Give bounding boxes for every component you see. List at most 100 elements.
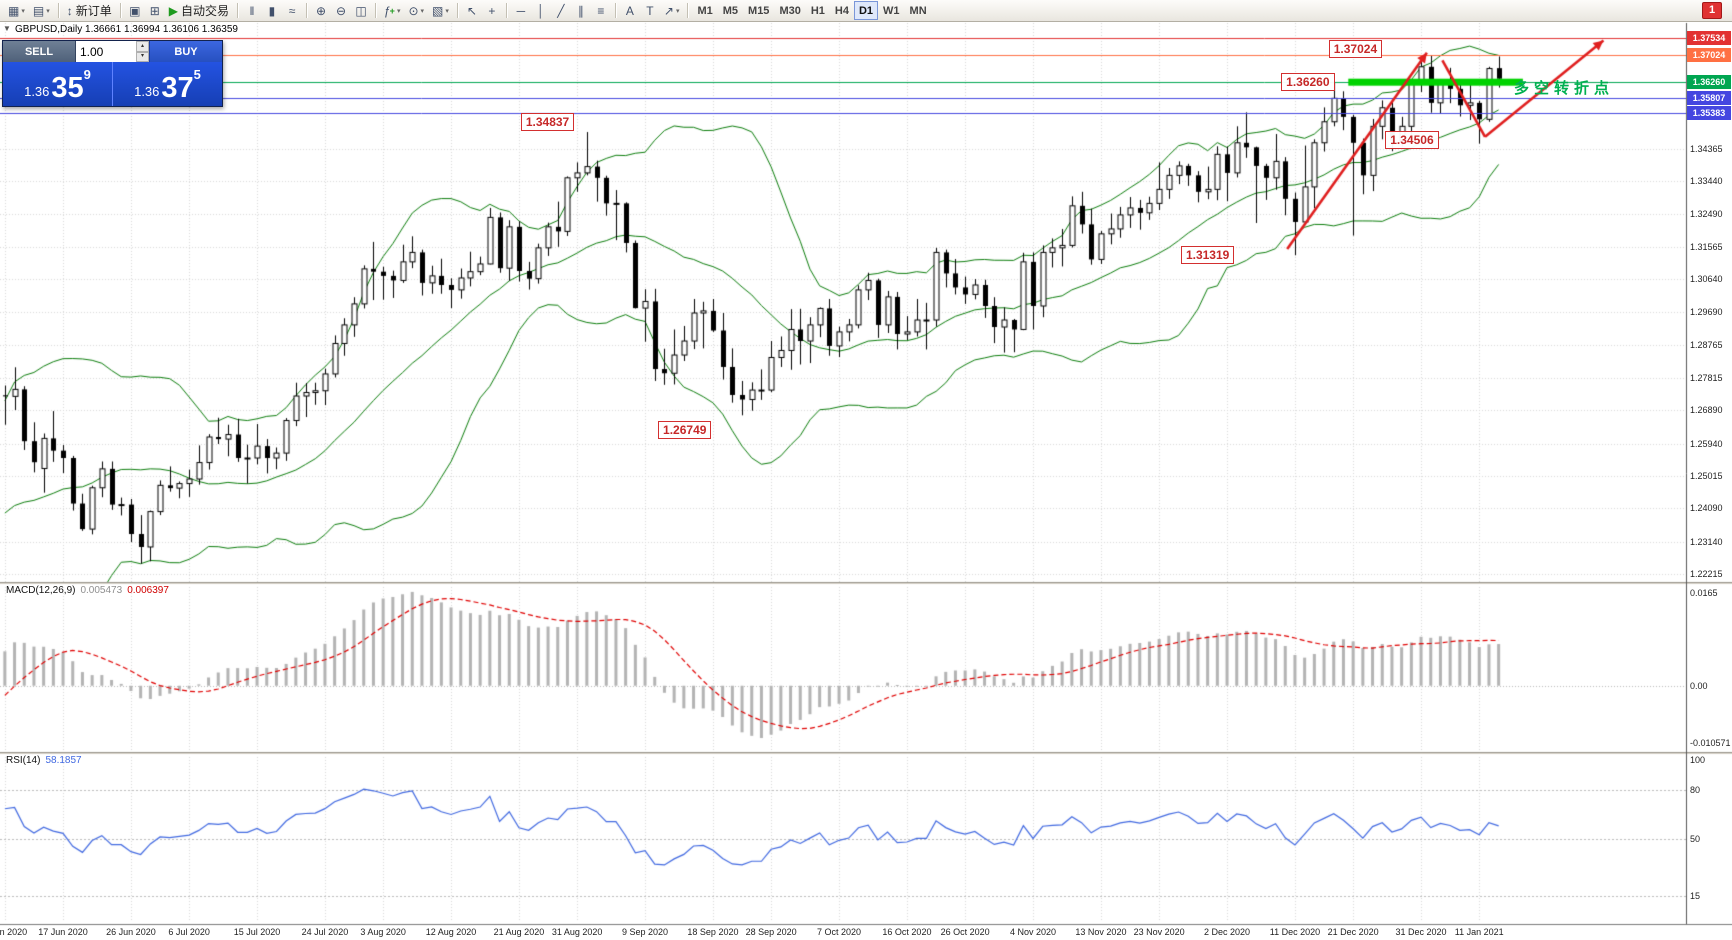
dropdown-icon: ▾ <box>396 7 401 15</box>
crosshair-icon: + <box>488 3 496 18</box>
new-chart-icon: ▦ <box>8 3 20 18</box>
arrows-button[interactable]: ↗ ▾ <box>660 1 684 20</box>
volume-down-button[interactable]: ▾ <box>136 51 149 62</box>
zoom-in-button[interactable]: ⊕ <box>311 1 331 20</box>
autotrade-icon: ▶ <box>168 3 178 18</box>
one-click-panel: SELL ▴ ▾ BUY 1.36 35 9 1.36 37 5 <box>2 40 223 107</box>
macd-main-value: 0.005473 <box>80 585 123 596</box>
toolbar-separator <box>505 3 507 18</box>
toolbar-separator <box>57 3 59 18</box>
bars-icon: ‖ <box>249 3 255 18</box>
buy-button[interactable]: BUY <box>150 41 222 62</box>
rsi-value: 58.1857 <box>45 755 82 766</box>
price-axis[interactable] <box>1686 23 1732 924</box>
timeframe-H4[interactable]: H4 <box>830 1 854 20</box>
price-annotation[interactable]: 1.37024 <box>1328 40 1383 59</box>
toolbar-separator <box>236 3 238 18</box>
volume-spinner: ▴ ▾ <box>136 41 149 62</box>
autotrade-button[interactable]: ▶ 自动交易 <box>165 1 233 20</box>
periods-button[interactable]: ⊙ ▾ <box>404 1 428 20</box>
rsi-indicator-label: RSI(14) 58.1857 <box>6 755 82 766</box>
timeframe-M15[interactable]: M15 <box>743 1 774 20</box>
templates-button[interactable]: ▧ ▾ <box>428 1 453 20</box>
price-annotation[interactable]: 1.34506 <box>1385 130 1439 149</box>
text-button[interactable]: A <box>620 1 640 20</box>
toolbar: ▦ ▾ ▤ ▾ ↕ 新订单 ▣ ⊞ ▶ 自动交易 ‖ ▮ ≈ ⊕ ⊖ ◫ ƒ + ▾ ⊙ ▾ ▧ ▾ ↖ + ─ │ ╱ ∥ ≡ A T ↗ ▾ M… <box>0 0 1732 22</box>
timeframe-M30[interactable]: M30 <box>774 1 805 20</box>
tile-windows-icon: ◫ <box>355 3 367 18</box>
zoom-out-button[interactable]: ⊖ <box>331 1 351 20</box>
new-order-button[interactable]: ↕ 新订单 <box>63 1 116 20</box>
timeframe-H1[interactable]: H1 <box>806 1 830 20</box>
dropdown-icon: ▾ <box>21 7 25 15</box>
tile-windows-button[interactable]: ◫ <box>351 1 371 20</box>
text-label-button[interactable]: T <box>640 1 660 20</box>
line-chart-button[interactable]: ≈ <box>282 1 302 20</box>
time-axis[interactable] <box>0 924 1732 940</box>
zoom-out-icon: ⊖ <box>335 3 347 18</box>
line-chart-icon: ≈ <box>288 3 296 18</box>
indicators-button[interactable]: ƒ + ▾ <box>380 1 404 20</box>
candles-button[interactable]: ▮ <box>262 1 282 20</box>
hline-icon: ─ <box>516 3 526 18</box>
macd-indicator-label: MACD(12,26,9) 0.005473 0.006397 <box>6 585 169 596</box>
new-chart-button[interactable]: ▦ ▾ <box>4 1 29 20</box>
buy-price-button[interactable]: 1.36 37 5 <box>113 62 222 106</box>
volume-input[interactable] <box>76 41 136 62</box>
channel-button[interactable]: ∥ <box>571 1 591 20</box>
crosshair-button[interactable]: + <box>482 1 502 20</box>
timeframe-W1[interactable]: W1 <box>878 1 905 20</box>
fibonacci-icon: ≡ <box>597 3 605 18</box>
new-order-label: 新订单 <box>75 4 112 18</box>
dropdown-icon: ▾ <box>445 7 449 15</box>
cursor-icon: ↖ <box>466 3 477 18</box>
data-window-button[interactable]: ▣ <box>125 1 145 20</box>
templates-icon: ▧ <box>432 3 444 18</box>
indicators-icon: ƒ <box>383 3 391 18</box>
volume-up-button[interactable]: ▴ <box>136 41 149 52</box>
profiles-button[interactable]: ▤ ▾ <box>29 1 54 20</box>
navigator-button[interactable]: ⊞ <box>145 1 165 20</box>
bars-button[interactable]: ‖ <box>242 1 262 20</box>
buy-price-big: 37 <box>161 72 194 104</box>
sell-button[interactable]: SELL <box>3 41 75 62</box>
sell-price-button[interactable]: 1.36 35 9 <box>3 62 112 106</box>
quote-display: 1.36 35 9 1.36 37 5 <box>3 62 222 106</box>
price-annotation[interactable]: 1.31319 <box>1180 246 1235 265</box>
toolbar-separator <box>614 3 616 18</box>
data-window-icon: ▣ <box>129 3 141 18</box>
rsi-name: RSI(14) <box>6 755 41 766</box>
quote-divider <box>112 62 113 106</box>
macd-signal-value: 0.006397 <box>127 585 169 596</box>
candles-icon: ▮ <box>268 3 276 18</box>
timeframe-D1[interactable]: D1 <box>853 1 879 20</box>
dropdown-icon: ▾ <box>675 7 680 15</box>
vline-button[interactable]: │ <box>531 1 551 20</box>
hline-button[interactable]: ─ <box>511 1 531 20</box>
notification-badge[interactable]: 1 <box>1702 2 1722 19</box>
turning-point-note[interactable]: 多空转折点 <box>1514 80 1615 97</box>
timeframe-M5[interactable]: M5 <box>718 1 743 20</box>
cursor-button[interactable]: ↖ <box>462 1 482 20</box>
one-click-toggle-icon[interactable]: ▼ <box>3 24 11 33</box>
timeframe-M1[interactable]: M1 <box>692 1 717 20</box>
navigator-icon: ⊞ <box>149 3 160 18</box>
fibonacci-button[interactable]: ≡ <box>591 1 611 20</box>
price-annotation[interactable]: 1.26749 <box>658 421 712 440</box>
trendline-icon: ╱ <box>557 3 565 18</box>
sell-price-prefix: 1.36 <box>24 84 50 99</box>
panel-divider-macd[interactable] <box>0 582 1732 585</box>
toolbar-separator <box>119 3 121 18</box>
toolbar-separator <box>374 3 376 18</box>
price-annotation[interactable]: 1.36260 <box>1281 73 1335 92</box>
toolbar-separator <box>687 3 689 18</box>
trendline-button[interactable]: ╱ <box>551 1 571 20</box>
panel-divider-rsi[interactable] <box>0 752 1732 755</box>
profiles-icon: ▤ <box>32 3 45 18</box>
new-order-icon: ↕ <box>66 3 73 18</box>
indicator-plus-icon: + <box>389 5 395 16</box>
price-annotation[interactable]: 1.34837 <box>520 113 575 132</box>
timeframe-MN[interactable]: MN <box>905 1 932 20</box>
